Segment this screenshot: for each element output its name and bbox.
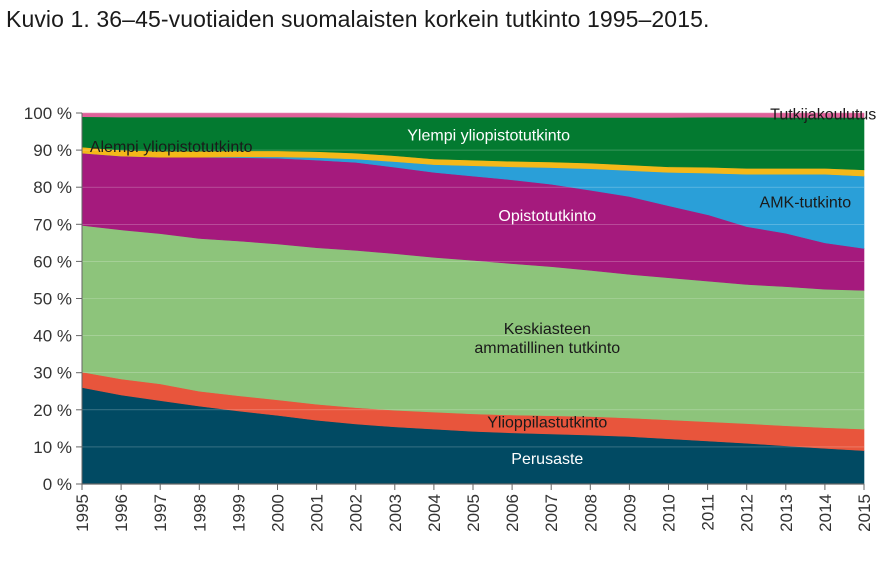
x-tick-label: 2007 [542, 494, 561, 532]
y-tick-label: 80 % [33, 178, 72, 197]
x-tick-label: 2006 [503, 494, 522, 532]
series-label-tutkijakoulutus: Tutkijakoulutus [770, 106, 876, 123]
x-tick-label: 1997 [151, 494, 170, 532]
chart-title: Kuvio 1. 36–45-vuotiaiden suomalaisten k… [6, 6, 710, 32]
x-tick-label: 2003 [386, 494, 405, 532]
y-tick-label: 60 % [33, 252, 72, 271]
series-label-alempi-yliopistotutkinto: Alempi yliopistotutkinto [90, 139, 253, 156]
x-tick-label: 2002 [347, 494, 366, 532]
x-tick-label: 2014 [816, 494, 835, 532]
series-label-opistotutkinto: Opistotutkinto [498, 208, 596, 225]
y-tick-label: 70 % [33, 215, 72, 234]
x-tick-label: 2011 [699, 494, 718, 531]
series-labels: Perusaste Ylioppilastutkinto Keskiasteen am… [90, 106, 876, 468]
x-tick-label: 2008 [581, 494, 600, 532]
x-tick-label: 1996 [112, 494, 131, 532]
x-tick-label: 2013 [777, 494, 796, 532]
y-tick-label: 90 % [33, 141, 72, 160]
x-tick-label: 2010 [660, 494, 679, 532]
axes: 0 % 10 % 20 % 30 % 40 % 50 % 60 % 70 % 80 % 90 % 1… [24, 104, 874, 532]
y-tick-label: 0 % [43, 475, 72, 494]
series-label-amk-tutkinto: AMK-tutkinto [760, 194, 852, 211]
series-label-keskiasteen-ammatillinen-tutkinto: Keskiasteen [504, 321, 591, 338]
y-tick-label: 40 % [33, 327, 72, 346]
series-label-perusaste: Perusaste [511, 451, 583, 468]
y-tick-label: 100 % [24, 104, 72, 123]
y-tick-label: 10 % [33, 438, 72, 457]
x-tick-label: 2000 [269, 494, 288, 532]
x-tick-label: 2015 [855, 494, 874, 532]
y-tick-label: 50 % [33, 290, 72, 309]
grid-lines [82, 112, 864, 448]
x-tick-label: 2001 [308, 494, 327, 532]
series-label-ylempi-yliopistotutkinto: Ylempi yliopistotutkinto [407, 127, 570, 144]
y-tick-label: 20 % [33, 401, 72, 420]
x-tick-label: 2004 [425, 494, 444, 532]
area-tutkijakoulutus [81, 112, 865, 118]
y-tick-label: 30 % [33, 364, 72, 383]
x-tick-label: 1995 [73, 494, 92, 532]
x-tick-label: 2012 [738, 494, 757, 532]
x-tick-label: 2005 [464, 494, 483, 532]
series-label-keskiasteen-ammatillinen-tutkinto: ammatillinen tutkinto [474, 340, 620, 357]
x-tick-label: 1999 [229, 494, 248, 532]
series-label-ylioppilastutkinto: Ylioppilastutkinto [487, 414, 607, 431]
x-tick-label: 2009 [620, 494, 639, 532]
series-areas [81, 112, 865, 485]
x-tick-label: 1998 [190, 494, 209, 532]
